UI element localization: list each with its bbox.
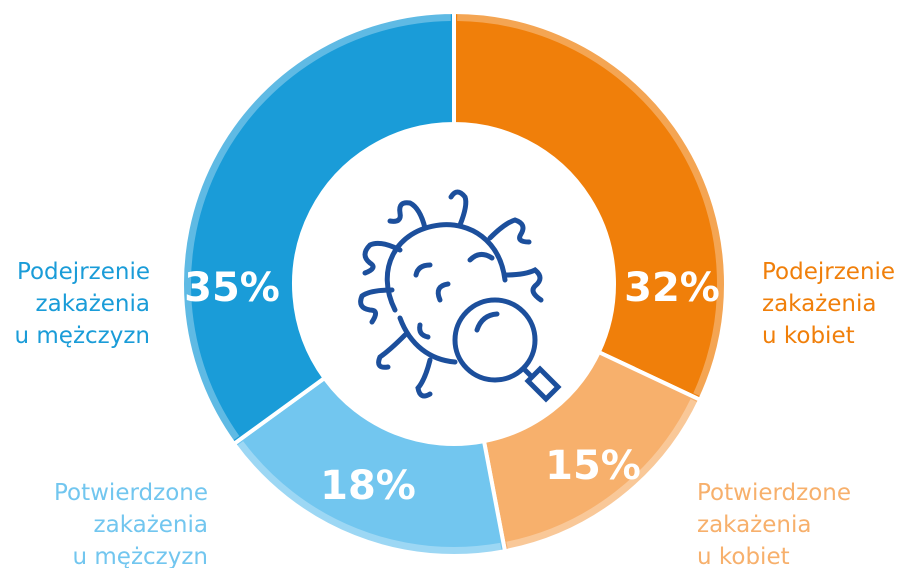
category-label: Potwierdzone zakażenia u mężczyzn — [53, 480, 208, 568]
slice-rim — [506, 398, 698, 550]
virus-icon — [358, 189, 562, 403]
category-label: Potwierdzone zakażenia u kobiet — [697, 480, 852, 568]
slice-rim — [236, 441, 502, 555]
value-label: 18% — [320, 463, 416, 509]
slice — [180, 9, 456, 447]
donut-hole — [294, 124, 614, 444]
slice-rim — [183, 13, 451, 441]
value-label: 35% — [184, 265, 280, 311]
slices — [180, 9, 728, 558]
category-label: Podejrzenie zakażenia u kobiet — [762, 259, 896, 349]
category-label: Podejrzenie zakażenia u mężczyzn — [14, 259, 151, 349]
value-label: 32% — [624, 265, 720, 311]
value-label: 15% — [545, 443, 641, 489]
slice-rim — [457, 13, 725, 397]
